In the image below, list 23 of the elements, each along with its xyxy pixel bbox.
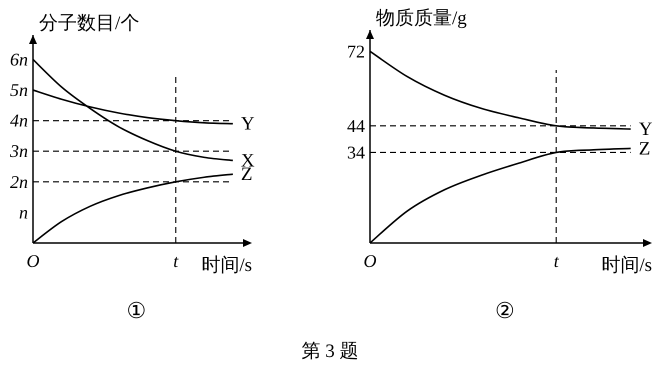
series-label: Y <box>638 119 652 140</box>
ytick: 34 <box>347 142 365 162</box>
ytick: 6n <box>10 49 28 70</box>
xtick: O <box>364 251 376 271</box>
xlabel: 时间/s <box>601 255 652 276</box>
ytick: 4n <box>10 110 28 131</box>
annotation: 第 3 题 <box>302 341 358 362</box>
ytick: 44 <box>347 116 365 136</box>
series-label: Y <box>240 114 255 135</box>
ylabel: 物质质量/g <box>376 8 467 29</box>
ytick: n <box>19 202 28 222</box>
ytick: 2n <box>10 172 28 192</box>
ytick: 3n <box>10 141 28 162</box>
annotation: ② <box>495 298 515 323</box>
ylabel: 分子数目/个 <box>39 13 140 34</box>
ytick: 72 <box>347 41 365 62</box>
xtick: t <box>173 251 178 271</box>
annotation: ① <box>126 298 146 323</box>
xtick: t <box>554 251 559 271</box>
xlabel: 时间/s <box>201 255 252 276</box>
xtick: O <box>26 251 40 271</box>
series-label: Z <box>638 138 650 160</box>
ytick: 5n <box>10 80 28 100</box>
